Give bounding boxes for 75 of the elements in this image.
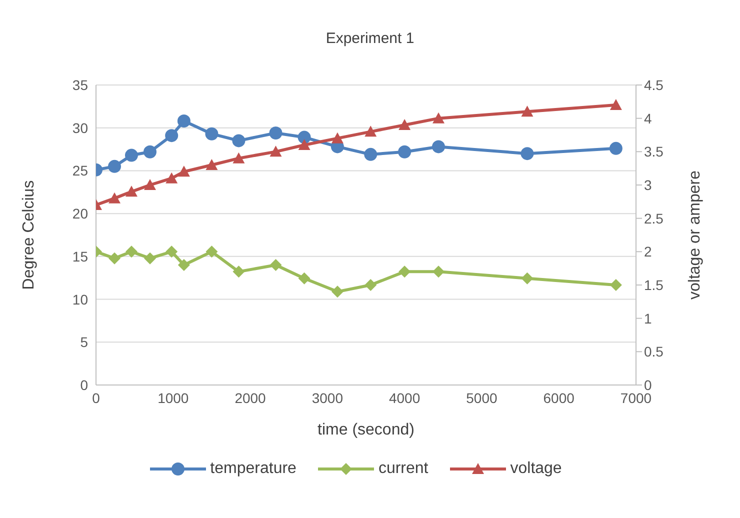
point — [298, 272, 310, 284]
y-tick-label: 5 — [80, 334, 88, 350]
point — [398, 119, 411, 130]
x-tick-label: 1000 — [158, 390, 189, 406]
point — [609, 142, 622, 155]
legend-label: voltage — [510, 460, 562, 478]
y-tick-label: 30 — [72, 120, 88, 136]
point — [108, 252, 121, 264]
point — [108, 160, 122, 173]
point — [364, 126, 377, 137]
legend-label: current — [378, 460, 428, 478]
y-tick-label: 20 — [72, 206, 88, 222]
point — [398, 266, 411, 278]
y2-tick-label: 1.5 — [644, 276, 664, 293]
y-tick-label: 25 — [72, 162, 88, 179]
y-axis-title: Degree Celcius — [20, 180, 38, 290]
x-tick-label: 0 — [92, 390, 100, 406]
point — [205, 127, 218, 140]
point — [331, 132, 344, 144]
point — [125, 246, 138, 258]
legend-label: temperature — [210, 460, 296, 478]
y2-tick-label: 4.5 — [644, 76, 664, 93]
point — [432, 140, 446, 154]
y2-tick-label: 2.5 — [644, 210, 664, 226]
chart-title: Experiment 1 — [324, 30, 416, 47]
y2-tick-label: 1 — [644, 310, 652, 326]
point — [398, 145, 412, 158]
point — [144, 179, 156, 190]
y2-axis-title: voltage or ampere — [686, 170, 704, 300]
point — [206, 246, 218, 258]
y-tick-label: 0 — [80, 376, 88, 393]
point — [206, 159, 218, 170]
point — [166, 246, 178, 258]
point — [124, 148, 138, 162]
point — [298, 139, 310, 150]
point — [165, 129, 178, 142]
point — [232, 134, 246, 148]
point — [144, 145, 156, 158]
point — [232, 266, 245, 278]
point — [298, 130, 311, 144]
point — [432, 112, 445, 124]
point — [178, 259, 190, 271]
point — [166, 172, 178, 184]
x-tick-label: 3000 — [312, 390, 344, 406]
y-tick-label: 10 — [72, 291, 88, 308]
point — [270, 146, 282, 157]
point — [364, 279, 377, 291]
point — [521, 106, 534, 117]
y2-tick-label: 4 — [644, 110, 652, 126]
x-tick-label: 2000 — [234, 390, 266, 406]
x-axis-title: time (second) — [318, 421, 414, 438]
y-tick-label: 15 — [72, 248, 88, 264]
y2-tick-label: 3 — [644, 176, 652, 193]
point — [331, 286, 344, 298]
point — [610, 99, 622, 110]
point — [144, 252, 156, 264]
point — [610, 279, 622, 291]
y2-tick-label: 3.5 — [644, 144, 664, 160]
point — [178, 166, 190, 177]
point — [232, 152, 245, 164]
point — [520, 147, 534, 160]
y2-tick-label: 2 — [644, 244, 652, 260]
x-tick-label: 5000 — [466, 390, 498, 406]
point — [432, 266, 445, 278]
point — [270, 259, 282, 271]
x-tick-label: 4000 — [388, 390, 420, 406]
y-tick-label: 35 — [72, 76, 88, 93]
x-tick-label: 6000 — [543, 390, 575, 406]
point — [125, 186, 138, 197]
point — [177, 114, 190, 128]
point — [521, 272, 534, 284]
point — [108, 192, 121, 204]
y2-tick-label: 0.5 — [644, 344, 664, 360]
point — [269, 126, 282, 140]
point — [364, 148, 378, 161]
